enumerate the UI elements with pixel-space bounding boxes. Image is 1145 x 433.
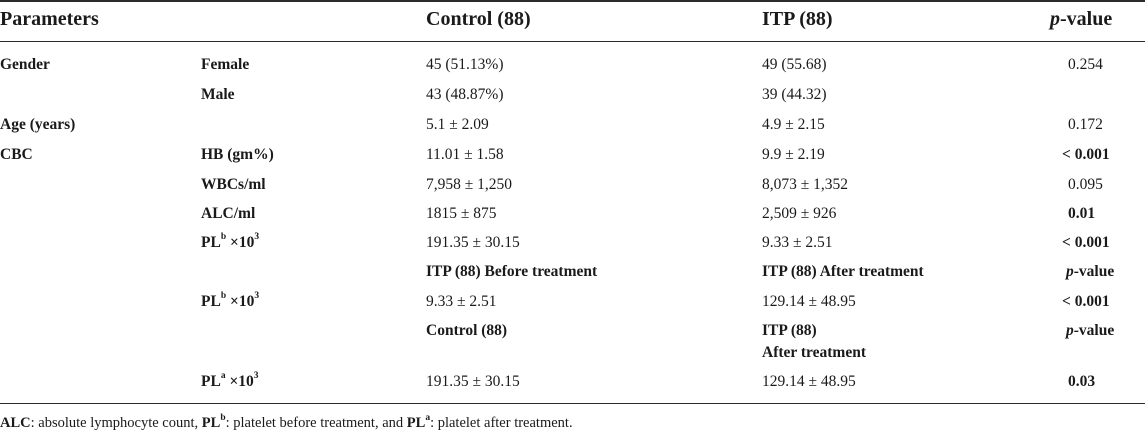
row-itp-value: 9.9 ± 2.19 <box>762 146 825 163</box>
row-param: CBC <box>0 146 33 163</box>
subheader-control: Control (88) <box>426 322 508 339</box>
row-subparam: PLb ×103 <box>201 232 260 251</box>
row-subparam: HB (gm%) <box>201 146 274 163</box>
row-control-value: 191.35 ± 30.15 <box>426 234 520 251</box>
row-p-value: 0.03 <box>1068 373 1096 390</box>
row-subparam: ALC/ml <box>201 205 256 222</box>
header-control: Control (88) <box>426 8 531 30</box>
table-footnote: ALC: absolute lymphocyte count, PLb: pla… <box>0 413 573 431</box>
subheader-after-treatment-line: After treatment <box>762 344 866 361</box>
row-control-value: 9.33 ± 2.51 <box>426 293 497 310</box>
row-p-value: 0.254 <box>1068 56 1103 73</box>
subheader-p-value: p-value <box>1066 322 1115 339</box>
row-itp-value: 9.33 ± 2.51 <box>762 234 833 251</box>
row-control-value: 191.35 ± 30.15 <box>426 373 520 390</box>
row-itp-value: 8,073 ± 1,352 <box>762 176 849 193</box>
row-control-value: 7,958 ± 1,250 <box>426 176 513 193</box>
subheader-itp: ITP (88) <box>762 322 817 339</box>
row-control-value: 11.01 ± 1.58 <box>426 146 504 163</box>
subheader-after-treatment: ITP (88) After treatment <box>762 263 924 280</box>
row-itp-value: 39 (44.32) <box>762 86 827 103</box>
row-itp-value: 129.14 ± 48.95 <box>762 373 856 390</box>
row-subparam: Female <box>201 56 250 73</box>
row-p-value: 0.095 <box>1068 176 1103 193</box>
row-subparam: WBCs/ml <box>201 176 266 193</box>
row-itp-value: 2,509 ± 926 <box>762 205 837 222</box>
table-bottom-rule <box>0 403 1145 404</box>
row-itp-value: 49 (55.68) <box>762 56 827 73</box>
row-control-value: 43 (48.87%) <box>426 86 504 103</box>
row-param: Age (years) <box>0 116 76 133</box>
header-itp: ITP (88) <box>762 8 833 30</box>
row-subparam: PLb ×103 <box>201 291 260 310</box>
row-p-value: < 0.001 <box>1062 234 1110 251</box>
row-param: Gender <box>0 56 50 73</box>
row-control-value: 1815 ± 875 <box>426 205 497 222</box>
row-control-value: 5.1 ± 2.09 <box>426 116 489 133</box>
row-subparam: PLa ×103 <box>201 371 259 390</box>
table-top-rule <box>0 0 1145 2</box>
row-p-value: 0.01 <box>1068 205 1096 222</box>
row-p-value: < 0.001 <box>1062 146 1110 163</box>
header-bottom-rule <box>0 41 1145 42</box>
row-control-value: 45 (51.13%) <box>426 56 504 73</box>
row-itp-value: 4.9 ± 2.15 <box>762 116 825 133</box>
header-p-value: p-value <box>1050 8 1113 30</box>
header-parameters: Parameters <box>0 8 99 30</box>
subheader-before-treatment: ITP (88) Before treatment <box>426 263 598 280</box>
row-p-value: < 0.001 <box>1062 293 1110 310</box>
row-subparam: Male <box>201 86 235 103</box>
row-p-value: 0.172 <box>1068 116 1103 133</box>
subheader-p-value: p-value <box>1066 263 1115 280</box>
row-itp-value: 129.14 ± 48.95 <box>762 293 856 310</box>
